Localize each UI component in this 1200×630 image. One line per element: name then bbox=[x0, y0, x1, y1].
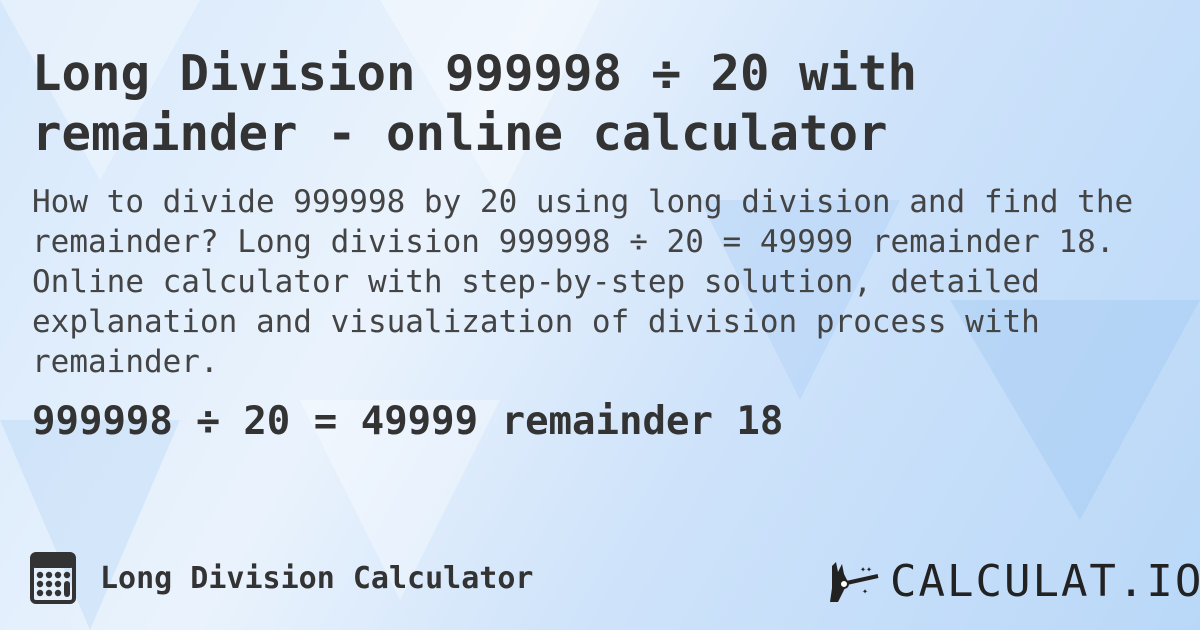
calculat-io-logo[interactable]: ✦✦ ✦ CALCULAT.IO bbox=[828, 556, 1200, 607]
description: How to divide 999998 by 20 using long di… bbox=[32, 184, 1134, 380]
svg-text:✦: ✦ bbox=[862, 586, 868, 597]
magic-hand-icon: ✦✦ ✦ bbox=[830, 561, 879, 602]
footer-calculator-link[interactable]: Long Division Calculator bbox=[30, 552, 533, 604]
page-title: Long Division 999998 ÷ 20 with remainder… bbox=[32, 45, 918, 162]
svg-text:✦✦: ✦✦ bbox=[860, 564, 872, 575]
logo-text: CALCULAT.IO bbox=[890, 556, 1200, 607]
result: 999998 ÷ 20 = 49999 remainder 18 bbox=[32, 399, 784, 444]
footer-label: Long Division Calculator bbox=[100, 560, 534, 596]
calculator-icon bbox=[30, 552, 76, 604]
